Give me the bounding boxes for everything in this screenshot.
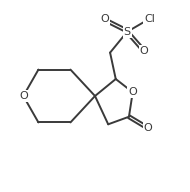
Text: O: O: [128, 87, 137, 97]
Text: O: O: [140, 46, 148, 56]
Text: O: O: [19, 91, 28, 101]
Text: O: O: [143, 123, 152, 133]
Text: Cl: Cl: [144, 14, 155, 24]
Text: S: S: [124, 27, 131, 37]
Text: O: O: [100, 14, 109, 24]
